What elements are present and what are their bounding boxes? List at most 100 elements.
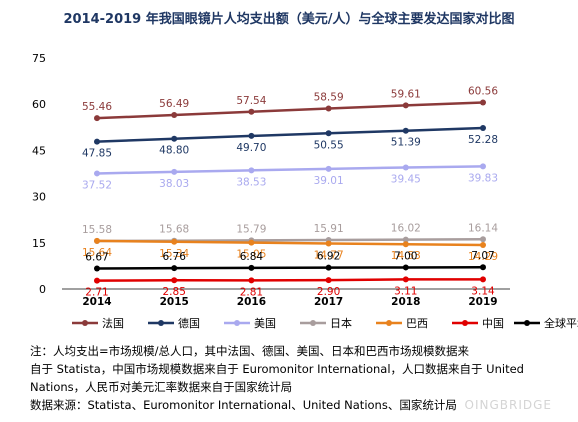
data-point [402, 264, 409, 271]
data-point [248, 277, 255, 284]
data-point [171, 112, 178, 119]
data-label: 15.64 [82, 247, 112, 259]
y-tick-label: 15 [32, 237, 46, 250]
data-point [94, 277, 100, 284]
legend-label: 德国 [178, 316, 200, 330]
data-label: 47.85 [82, 148, 112, 160]
legend-item: 中国 [452, 317, 504, 330]
chart-axes: 0 15 30 45 60 75 2014 2015 2016 2017 2018 2019 [32, 52, 510, 308]
data-point [171, 168, 178, 175]
data-label: 14.53 [391, 250, 421, 262]
series-2: 37.52 38.03 38.53 39.01 39.45 39.83 [82, 163, 498, 191]
x-tick-label: 2019 [468, 296, 497, 308]
legend-label: 日本 [330, 316, 352, 330]
data-point [325, 165, 332, 172]
data-point [402, 164, 409, 171]
data-point [94, 138, 100, 145]
chart-title: 2014-2019 年我国眼镜片人均支出额（美元/人）与全球主要发达国家对比图 [63, 12, 515, 27]
x-tick-label: 2015 [160, 296, 189, 308]
data-point [402, 241, 409, 248]
series-0: 55.46 56.49 57.54 58.59 59.61 60.56 [82, 85, 498, 122]
data-label: 55.46 [82, 101, 112, 113]
data-point [402, 102, 409, 109]
data-point [94, 115, 100, 122]
data-point [171, 277, 178, 284]
data-point [94, 170, 100, 177]
x-tick-label: 2018 [391, 296, 420, 308]
data-label: 2.81 [240, 286, 263, 298]
data-point [248, 108, 255, 115]
data-point [171, 238, 178, 245]
data-point [325, 264, 332, 271]
data-label: 15.58 [82, 224, 112, 236]
data-label: 49.70 [236, 142, 266, 154]
x-tick-label: 2017 [314, 296, 343, 308]
y-tick-label: 60 [32, 98, 46, 111]
data-label: 38.03 [159, 178, 189, 190]
data-point [248, 132, 255, 139]
legend-item: 巴西 [376, 317, 428, 330]
legend-item: 全球平均 [514, 316, 578, 330]
data-label: 39.01 [314, 175, 344, 187]
data-label: 2.85 [163, 286, 186, 298]
note-line-3: Nations，人民币对美元汇率数据来自于国家统计局 [30, 380, 293, 394]
data-point [402, 127, 409, 134]
legend-swatch-marker [82, 320, 88, 326]
y-tick-label: 45 [32, 144, 46, 157]
series-line [96, 126, 484, 143]
chart-notes: 注：人均支出=市场规模/总人口，其中法国、德国、美国、日本和巴西市场规模数据来 … [30, 342, 570, 414]
data-point [94, 237, 100, 244]
data-label: 16.02 [391, 223, 421, 235]
series-line [96, 265, 484, 270]
data-label: 16.14 [468, 222, 498, 234]
series-4: 15.64 15.34 15.05 14.77 14.53 14.29 [82, 237, 498, 263]
data-label: 38.53 [236, 176, 266, 188]
series-layer: 55.46 56.49 57.54 58.59 59.61 60.56 47.85 48.80… [82, 85, 498, 298]
series-6: 6.67 6.76 6.84 6.92 7.00 7.07 [85, 250, 495, 272]
data-label: 7.00 [394, 250, 417, 262]
series-line [96, 239, 484, 247]
data-point [402, 276, 409, 283]
legend-label: 全球平均 [544, 316, 578, 330]
data-label: 14.29 [468, 251, 498, 263]
data-label: 2.71 [85, 287, 108, 299]
data-label: 60.56 [468, 85, 498, 97]
data-point [325, 130, 332, 137]
legend-item: 法国 [72, 316, 124, 330]
data-label: 57.54 [236, 95, 266, 107]
data-point [171, 135, 178, 142]
data-label: 6.67 [85, 251, 108, 263]
data-point [480, 163, 486, 170]
data-label: 39.45 [391, 173, 421, 185]
legend-item: 德国 [148, 316, 200, 330]
data-label: 56.49 [159, 98, 189, 110]
data-point [480, 124, 486, 131]
data-label: 7.07 [471, 250, 494, 262]
data-point [480, 276, 486, 283]
data-point [480, 241, 486, 248]
y-tick-label: 0 [39, 283, 46, 296]
series-1: 47.85 48.80 49.70 50.55 51.39 52.28 [82, 124, 498, 160]
series-line [96, 165, 484, 175]
data-label: 15.91 [314, 223, 344, 235]
data-label: 3.14 [471, 285, 495, 297]
legend-label: 美国 [254, 317, 276, 330]
data-label: 6.92 [317, 251, 340, 263]
data-point [325, 105, 332, 112]
data-point [171, 265, 178, 272]
data-point [402, 236, 409, 243]
legend-label: 巴西 [406, 317, 428, 330]
data-point [248, 239, 255, 246]
legend-swatch-marker [234, 320, 240, 326]
data-source: 数据来源：Statista、Euromonitor International、… [30, 398, 457, 412]
x-tick-label: 2016 [237, 296, 266, 308]
data-point [325, 277, 332, 284]
data-label: 15.79 [236, 223, 266, 235]
series-line [96, 101, 484, 120]
watermark: OINGBRIDGE [464, 398, 552, 412]
data-point [248, 264, 255, 271]
data-point [325, 240, 332, 247]
data-point [248, 167, 255, 174]
data-point [480, 264, 486, 271]
data-point [94, 265, 100, 272]
